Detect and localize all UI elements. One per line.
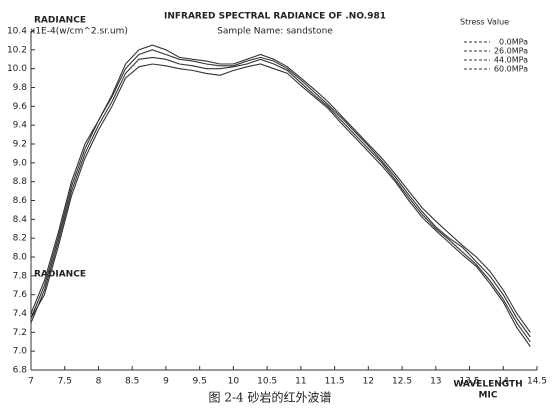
y-tick-label: 8.4: [13, 215, 28, 225]
legend-label: 0.0MPa: [499, 38, 528, 47]
y-tick-label: 8.2: [13, 234, 27, 244]
y-unit: x1E-4(w/cm^2.sr.um): [30, 27, 128, 37]
legend-title: Stress Value: [460, 18, 509, 27]
x-tick-label: 11: [295, 377, 306, 387]
x-unit: MIC: [479, 391, 498, 401]
y-tick-label: 7.2: [13, 328, 27, 338]
x-tick-label: 12: [363, 377, 374, 387]
y-tick-label: 10.4: [7, 27, 27, 37]
x-tick-label: 10: [228, 377, 240, 387]
x-tick-label: 12.5: [392, 377, 412, 387]
x-tick-label: 11.5: [325, 377, 345, 387]
x-tick-label: 9.5: [193, 377, 207, 387]
y-tick-label: 10.2: [7, 45, 27, 55]
chart-subtitle: Sample Name: sandstone: [217, 27, 333, 37]
x-tick-label: 10.5: [257, 377, 277, 387]
y-label: RADIANCE: [34, 270, 86, 280]
y-tick-label: 7.4: [13, 309, 28, 319]
x-tick-label: 13.5: [460, 377, 480, 387]
series-line: [30, 63, 531, 347]
y-label: RADIANCE: [34, 16, 86, 26]
caption: 图 2-4 砂岩的红外波谱: [209, 390, 332, 405]
legend-label: 26.0MPa: [494, 47, 528, 56]
chart-title: INFRARED SPECTRAL RADIANCE OF .NO.981: [164, 12, 386, 22]
x-tick-label: 7: [28, 377, 34, 387]
x-tick-label: 7.5: [58, 377, 72, 387]
x-tick-label: 14.5: [527, 377, 547, 387]
legend-label: 60.0MPa: [494, 65, 528, 74]
y-tick-label: 6.8: [13, 366, 28, 376]
y-tick-label: 7.8: [13, 271, 28, 281]
legend-label: 44.0MPa: [494, 56, 528, 65]
y-tick-label: 9.4: [13, 121, 28, 131]
y-tick-label: 8.0: [13, 253, 28, 263]
y-tick-label: 7.6: [13, 290, 28, 300]
x-tick-label: 9: [163, 377, 169, 387]
y-tick-label: 9.2: [13, 140, 27, 150]
y-tick-label: 10.0: [7, 64, 27, 74]
x-tick-label: 14: [498, 377, 510, 387]
series-line: [30, 56, 531, 343]
y-tick-label: 9.8: [13, 83, 28, 93]
x-tick-label: 8: [96, 377, 102, 387]
x-label: WAVELENGTH: [453, 380, 522, 390]
y-tick-label: 8.8: [13, 177, 28, 187]
x-tick-label: 8.5: [125, 377, 139, 387]
x-tick-label: 13: [430, 377, 441, 387]
y-tick-label: 9.0: [13, 158, 28, 168]
series-line: [30, 44, 531, 333]
series-line: [30, 49, 531, 338]
y-tick-label: 8.6: [13, 196, 28, 206]
y-tick-label: 7.0: [13, 347, 28, 357]
y-tick-label: 9.6: [13, 102, 28, 112]
